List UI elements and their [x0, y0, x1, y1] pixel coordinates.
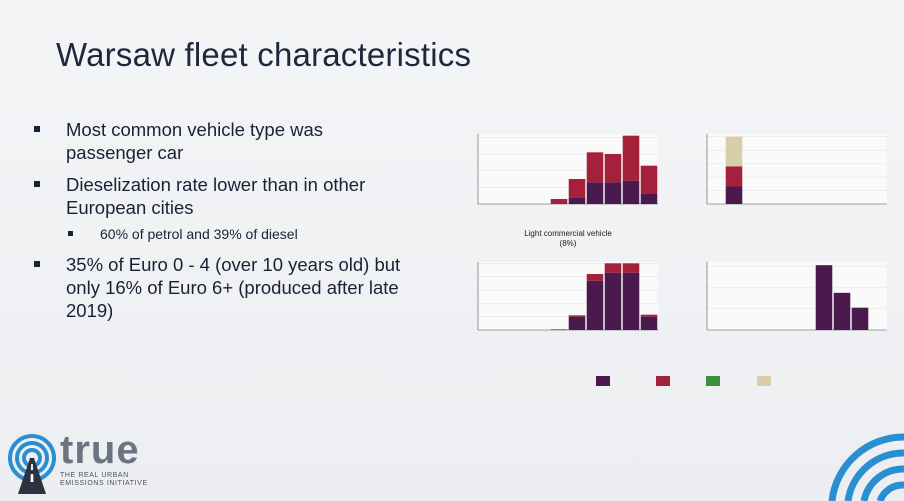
bar-segment	[640, 314, 658, 317]
corner-signal-icon	[828, 433, 904, 501]
true-logo: true The Real Urban Emissions Initiative	[8, 428, 178, 494]
legend-swatch-unknown	[757, 376, 771, 386]
bar-segment	[586, 274, 604, 281]
signal-logo-icon	[8, 434, 56, 494]
bar-segment	[604, 263, 622, 273]
bar-segment	[815, 265, 833, 330]
bar-segment	[622, 263, 640, 273]
bullet-3: 35% of Euro 0 - 4 (over 10 years old) bu…	[30, 253, 410, 322]
bar-segment	[586, 280, 604, 330]
bar-segment	[604, 272, 622, 330]
bar-segment	[568, 179, 586, 198]
bullet-1: Most common vehicle type was passenger c…	[30, 118, 410, 164]
bar-segment	[622, 180, 640, 204]
bullet-2: Dieselization rate lower than in other E…	[30, 173, 410, 219]
bar-segment	[640, 165, 658, 194]
logo-wordmark: true	[60, 428, 140, 472]
panel-title-cont: (8%)	[560, 239, 577, 248]
bar-segment	[725, 186, 743, 204]
legend-swatch-other	[706, 376, 720, 386]
bar-segment	[851, 307, 869, 330]
bullet-list: Most common vehicle type was passenger c…	[30, 118, 410, 331]
legend-swatch-diesel	[596, 376, 610, 386]
bar-segment	[725, 166, 743, 187]
bar-segment	[568, 315, 586, 317]
bar-segment	[622, 272, 640, 330]
logo-subtitle: The Real Urban Emissions Initiative	[60, 472, 148, 487]
bar-segment	[640, 316, 658, 330]
bar-segment	[604, 154, 622, 183]
panel-title: Light commercial vehicle	[524, 229, 612, 238]
bar-segment	[586, 152, 604, 183]
bar-segment	[640, 194, 658, 204]
bar-segment	[725, 136, 743, 167]
bar-segment	[568, 197, 586, 204]
bar-segment	[568, 316, 586, 330]
bar-segment	[604, 182, 622, 204]
slide-title: Warsaw fleet characteristics	[56, 36, 472, 73]
bar-segment	[833, 292, 851, 330]
bar-segment	[622, 135, 640, 181]
bar-segment	[550, 199, 568, 204]
legend-swatch-petrol	[656, 376, 670, 386]
bar-segment	[586, 182, 604, 204]
bar-segment	[550, 329, 568, 330]
sub-bullet: 60% of petrol and 39% of diesel	[30, 225, 410, 243]
